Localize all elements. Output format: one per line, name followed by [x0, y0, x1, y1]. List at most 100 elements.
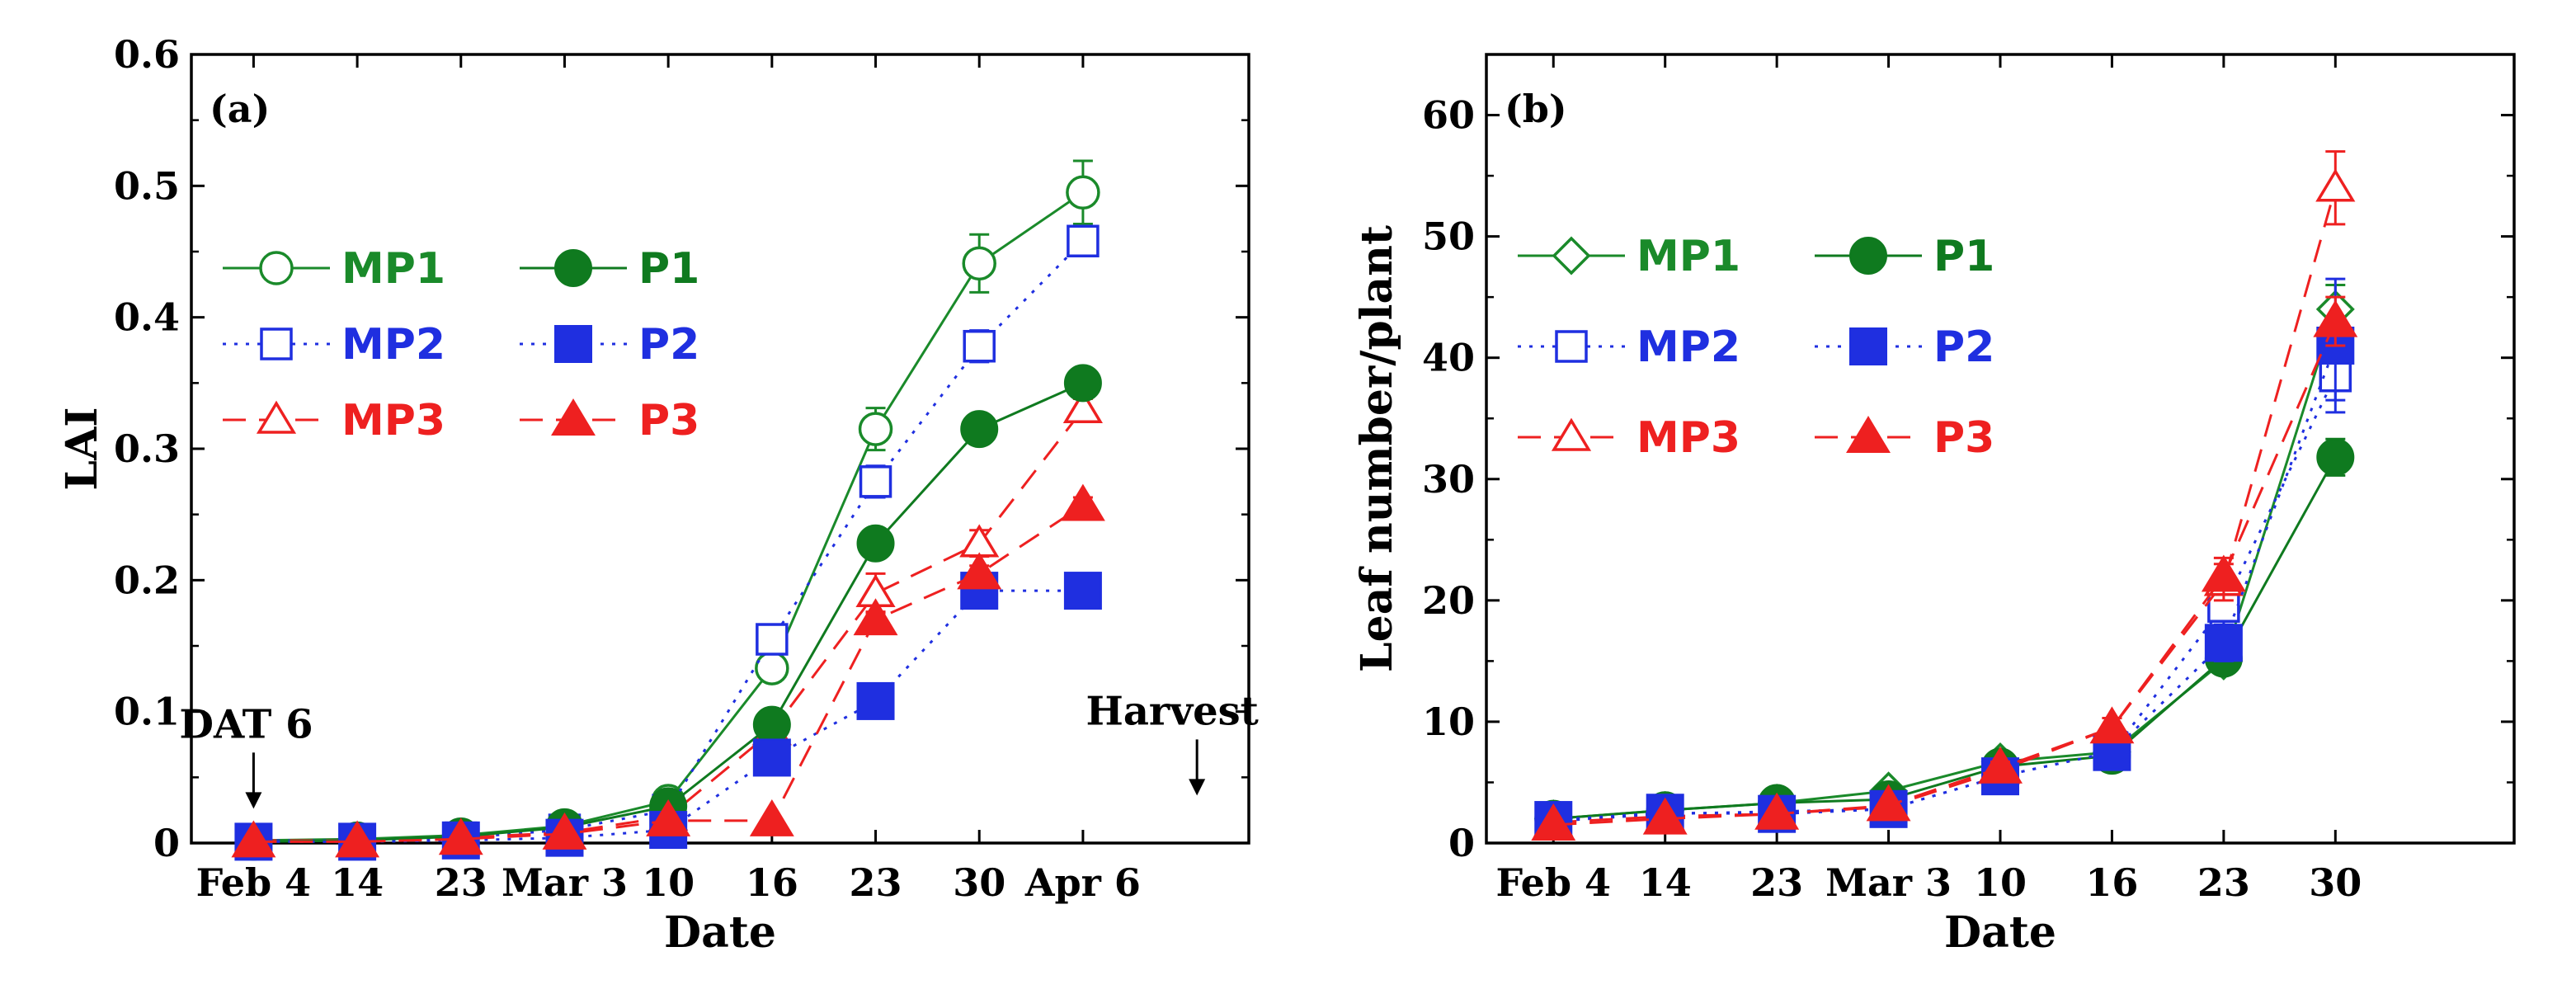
data-point	[2204, 624, 2243, 662]
data-point	[1866, 784, 1911, 822]
series-line	[253, 408, 1085, 842]
legend-label: P3	[638, 396, 699, 445]
x-tick-label: 10	[1974, 860, 2027, 905]
data-point	[2201, 554, 2246, 592]
legend-label: MP2	[341, 320, 445, 370]
y-tick-label: 0	[1448, 821, 1475, 865]
x-tick-label: Mar 3	[502, 860, 628, 905]
data-point	[1060, 483, 1105, 521]
x-tick-label: 23	[435, 860, 487, 905]
data-point	[2316, 438, 2355, 477]
legend-label: P3	[1933, 413, 1994, 463]
data-point	[1642, 797, 1688, 835]
data-point	[859, 465, 892, 498]
legend-label: MP1	[1636, 232, 1740, 281]
data-point	[2313, 299, 2358, 337]
data-point	[2089, 706, 2135, 744]
series-line	[1553, 187, 2337, 824]
y-tick-label: 0.3	[114, 426, 180, 471]
data-point	[957, 552, 1002, 590]
legend-marker	[1849, 237, 1887, 275]
data-point	[438, 817, 483, 855]
legend-marker	[256, 400, 297, 434]
legend-label: MP3	[1636, 413, 1740, 463]
data-point	[752, 738, 791, 777]
y-tick-label: 0.4	[114, 295, 180, 340]
legend-label: MP3	[341, 396, 445, 445]
data-point	[2315, 168, 2356, 202]
x-tick-label: 10	[642, 860, 695, 905]
data-point	[963, 329, 996, 363]
panel-label: (a)	[210, 87, 270, 131]
legend: MP1 MP2 MP3 P1 P2 P3	[1518, 232, 1994, 463]
series-mp3	[233, 389, 1103, 855]
data-point	[749, 798, 794, 836]
chart-panel-a: 0 0.1 0.2 0.3 0.4 0.5 0.6 Feb 4 14 23 Mar 3 10 16 23 3…	[57, 32, 1259, 958]
annotation-label: Harvest	[1085, 688, 1258, 734]
series-p3	[1531, 295, 2358, 841]
y-tick-label: 20	[1422, 578, 1475, 623]
legend-label: MP2	[1636, 323, 1740, 372]
legend: MP1 MP2 MP3 P1 P2 P3	[223, 244, 699, 445]
annotation-label: DAT 6	[179, 701, 313, 747]
annotation-arrowhead	[1189, 779, 1206, 796]
data-point	[962, 246, 996, 281]
x-tick-label: Feb 4	[196, 860, 312, 905]
data-point	[1978, 746, 2023, 784]
x-tick-label: 14	[331, 860, 384, 905]
legend-marker	[1552, 236, 1591, 276]
legend-marker	[1849, 327, 1887, 365]
y-tick-label: 30	[1422, 457, 1475, 502]
data-point	[856, 524, 895, 563]
x-tick-label: 23	[850, 860, 902, 905]
y-tick-label: 0.2	[114, 558, 180, 602]
y-tick-label: 50	[1422, 214, 1475, 259]
x-tick-label: 30	[953, 860, 1005, 905]
x-tick-label: 14	[1639, 860, 1692, 905]
y-tick-label: 0.6	[114, 32, 180, 77]
data-point	[1066, 175, 1100, 210]
x-tick-label: 16	[746, 860, 798, 905]
y-tick-label: 0	[153, 821, 180, 865]
y-tick-label: 0.5	[114, 163, 180, 208]
data-point	[1062, 389, 1103, 423]
y-tick-label: 0.1	[114, 690, 180, 734]
series-line	[253, 381, 1084, 843]
data-point	[335, 820, 380, 858]
legend-marker	[551, 398, 596, 436]
x-tick-label: 30	[2309, 860, 2362, 905]
data-point	[646, 798, 691, 836]
data-point	[231, 820, 276, 858]
legend-marker	[554, 249, 592, 287]
data-point	[542, 812, 587, 850]
series-line	[1553, 345, 2337, 822]
data-point	[756, 623, 789, 656]
panel-label: (b)	[1505, 87, 1567, 131]
series-p3	[231, 483, 1105, 858]
legend-marker	[1846, 416, 1891, 453]
legend-label: P2	[638, 320, 699, 370]
x-axis-label: Date	[664, 907, 776, 958]
legend-label: P1	[638, 244, 699, 294]
legend-label: P1	[1933, 232, 1994, 281]
data-point	[755, 651, 789, 685]
y-tick-label: 10	[1422, 700, 1475, 744]
data-point	[752, 705, 791, 744]
legend-label: P2	[1933, 323, 1994, 372]
data-point	[960, 410, 999, 449]
legend-marker	[259, 251, 294, 285]
y-axis-label: LAI	[57, 407, 107, 490]
x-axis-label: Date	[1944, 907, 2056, 958]
data-point	[1063, 364, 1102, 403]
data-point	[856, 681, 895, 720]
y-tick-label: 60	[1422, 93, 1475, 138]
x-tick-label: Apr 6	[1024, 860, 1141, 905]
data-point	[853, 598, 898, 636]
data-point	[1063, 572, 1102, 610]
y-axis-label: Leaf number/plant	[1352, 225, 1402, 672]
data-point	[1754, 792, 1800, 830]
legend-marker	[260, 327, 293, 360]
annotation-arrowhead	[245, 792, 262, 809]
legend-label: MP1	[341, 244, 445, 294]
